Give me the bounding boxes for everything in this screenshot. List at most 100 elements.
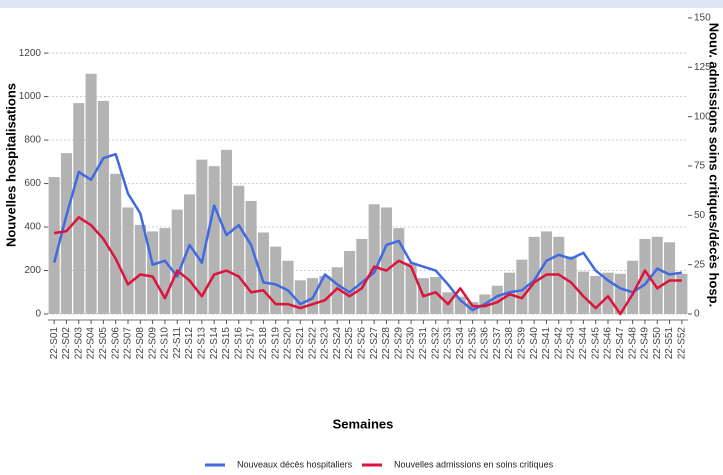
x-tick-label: 22-S29 [393, 327, 404, 360]
x-tick-label: 22-S20 [283, 327, 294, 360]
y2-tick-label: 150 [694, 13, 711, 24]
x-tick-label: 22-S33 [443, 327, 454, 360]
bar [614, 273, 626, 314]
x-tick-label: 22-S07 [123, 327, 134, 360]
bar [565, 256, 577, 314]
bar [467, 302, 479, 314]
bar [134, 224, 146, 314]
bar [270, 246, 282, 314]
x-tick-label: 22-S49 [640, 327, 651, 360]
x-tick-label: 22-S39 [516, 327, 527, 360]
x-tick-label: 22-S25 [344, 327, 355, 360]
bar [110, 173, 122, 314]
x-tick-label: 22-S15 [221, 327, 232, 360]
x-tick-label: 22-S52 [676, 327, 687, 360]
x-tick-label: 22-S28 [381, 327, 392, 360]
bar [282, 260, 294, 314]
bar [430, 277, 442, 314]
bar [257, 232, 269, 314]
x-tick-label: 22-S42 [553, 327, 564, 360]
x-tick-label: 22-S01 [49, 327, 60, 360]
x-tick-label: 22-S35 [467, 327, 478, 360]
bar [368, 204, 380, 314]
bar [356, 239, 368, 314]
y-tick-label: 800 [24, 135, 41, 146]
bar [516, 259, 528, 314]
bar [159, 228, 171, 314]
x-tick-label: 22-S06 [110, 327, 121, 360]
y-axis-title: Nouvelles hospitalisations [3, 83, 18, 247]
bar [676, 273, 688, 314]
bar [651, 236, 663, 314]
x-tick-label: 22-S46 [603, 327, 614, 360]
y2-tick-label: 75 [694, 161, 706, 172]
bar [122, 207, 134, 314]
bar [85, 73, 97, 314]
x-tick-label: 22-S22 [307, 327, 318, 360]
x-tick-label: 22-S41 [541, 327, 552, 360]
x-tick-label: 22-S03 [73, 327, 84, 360]
x-tick-label: 22-S48 [627, 327, 638, 360]
x-tick-label: 22-S45 [590, 327, 601, 360]
y-tick-label: 1000 [19, 91, 42, 102]
y2-tick-label: 125 [694, 62, 711, 73]
bar [208, 166, 220, 314]
bar [331, 267, 343, 314]
bar [393, 228, 405, 314]
y-tick-label: 200 [24, 265, 41, 276]
legend-label: Nouveaux décès hospitaliers [237, 459, 353, 469]
bar [454, 296, 466, 314]
y-tick-label: 400 [24, 222, 41, 233]
x-axis-title: Semaines [333, 416, 394, 431]
bar [196, 159, 208, 314]
x-tick-label: 22-S38 [504, 327, 515, 360]
bar [528, 236, 540, 314]
bar [73, 103, 85, 314]
top-strip [0, 0, 723, 8]
x-tick-label: 22-S18 [258, 327, 269, 360]
bar [97, 100, 109, 315]
x-tick-label: 22-S47 [615, 327, 626, 360]
bar [664, 242, 676, 314]
x-tick-label: 22-S36 [480, 327, 491, 360]
bar [184, 194, 196, 314]
bar [405, 262, 417, 314]
x-tick-label: 22-S30 [406, 327, 417, 360]
x-tick-label: 22-S19 [270, 327, 281, 360]
y-tick-label: 1200 [19, 48, 42, 59]
x-tick-label: 22-S17 [246, 327, 257, 360]
x-tick-label: 22-S12 [184, 327, 195, 360]
y-tick-label: 600 [24, 178, 41, 189]
y2-tick-label: 100 [694, 111, 711, 122]
bar [540, 231, 552, 314]
x-tick-label: 22-S09 [147, 327, 158, 360]
bar [233, 185, 245, 314]
x-tick-label: 22-S14 [209, 327, 220, 360]
line-series [53, 216, 682, 316]
x-tick-label: 22-S16 [233, 327, 244, 360]
x-tick-label: 22-S10 [160, 327, 171, 360]
legend-label: Nouvelles admissions en soins critiques [394, 459, 554, 469]
y2-tick-label: 25 [694, 259, 706, 270]
x-tick-label: 22-S34 [455, 327, 466, 360]
bar [245, 200, 257, 314]
bar [602, 272, 614, 314]
x-tick-label: 22-S23 [320, 327, 331, 360]
x-tick-label: 22-S05 [98, 327, 109, 360]
bar [590, 275, 602, 314]
x-tick-label: 22-S50 [652, 327, 663, 360]
bar [344, 250, 356, 314]
x-tick-label: 22-S37 [492, 327, 503, 360]
x-tick-label: 22-S31 [418, 327, 429, 360]
bar [60, 153, 72, 314]
bar [147, 231, 159, 314]
x-tick-label: 22-S21 [295, 327, 306, 360]
x-tick-label: 22-S11 [172, 327, 183, 359]
y-tick-label: 0 [35, 309, 41, 320]
x-tick-label: 22-S44 [578, 327, 589, 360]
x-tick-label: 22-S13 [196, 327, 207, 360]
bar [48, 177, 60, 314]
x-tick-label: 22-S32 [430, 327, 441, 360]
bar [491, 285, 503, 314]
